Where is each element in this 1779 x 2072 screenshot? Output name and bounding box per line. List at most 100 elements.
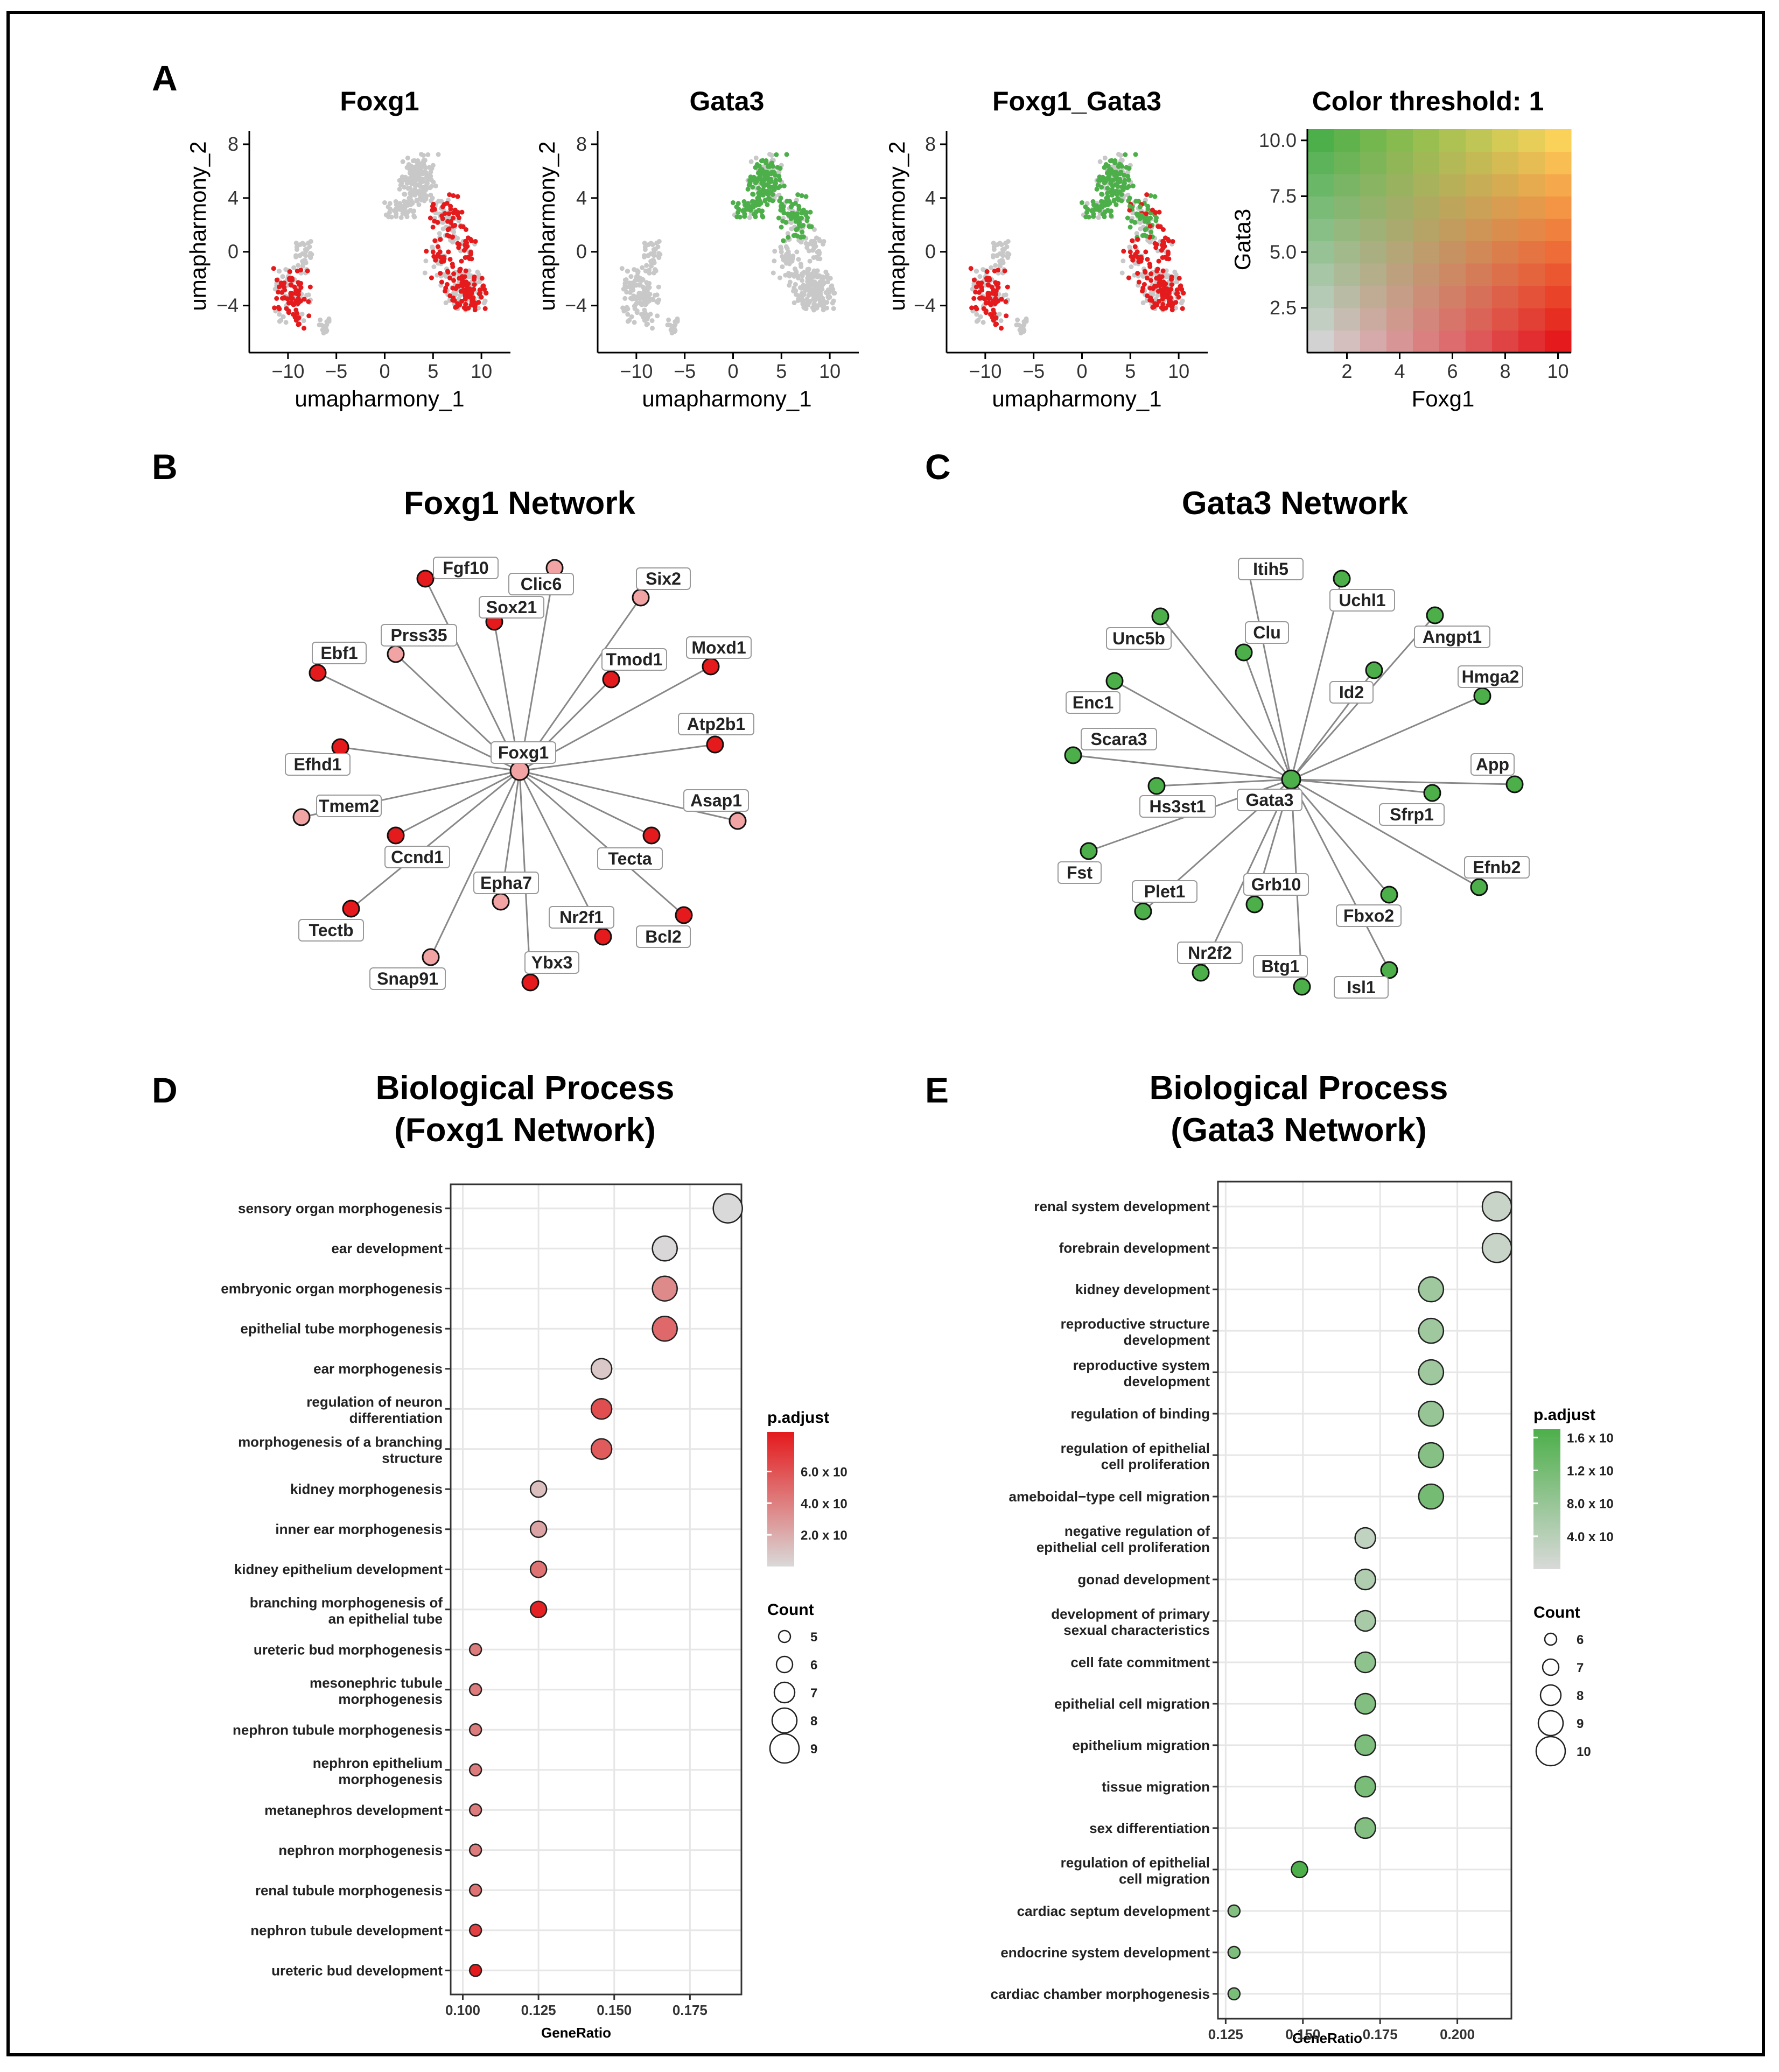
network-node-label-box [312,642,367,664]
x-tick-label: 0 [379,360,390,382]
heatmap-cell [1439,263,1466,286]
network-node-label-box [636,925,691,948]
umap-cell-point [825,293,831,299]
umap-cell-point [277,306,282,312]
umap-cell-point [798,262,803,267]
umap-cell-point [1140,285,1146,291]
umap-cell-point [276,269,282,274]
network-node [1293,978,1311,996]
panel-label-c: C [925,447,951,487]
network-node-label: Sfrp1 [1390,805,1434,824]
network-node-label-box [1081,728,1157,750]
y-category-label: forebrain development [1059,1240,1210,1256]
umap-cell-point [1126,177,1131,182]
umap-cell-point [454,304,459,310]
umap-cell-point [1105,186,1110,191]
network-center-node [509,761,530,781]
umap-cell-point [747,215,752,220]
umap-cell-point [417,192,422,197]
umap-cell-point [999,326,1004,331]
umap-cell-point [734,204,739,209]
heatmap-cell [1545,263,1572,286]
heatmap-cell [1307,219,1334,241]
heatmap-cell [1360,330,1387,353]
umap-cell-point [472,300,477,305]
umap-cell-point [795,226,800,231]
umap-cell-point [451,215,456,221]
umap-cell-point [748,159,754,164]
umap-cell-point [804,284,810,289]
network-node-label: Nr2f2 [1188,943,1232,963]
network-node [342,900,360,918]
umap-cell-point [1180,298,1185,304]
heatmap-cell [1413,151,1440,174]
umap-cell-point [1119,164,1124,169]
network-node [632,588,650,607]
heatmap-cell [1466,241,1493,264]
umap-cell-point [296,315,302,320]
umap-cell-point [393,199,398,204]
umap-cell-point [326,318,332,323]
network-node-label: Tecta [608,849,652,868]
umap-cell-point [814,305,820,311]
umap-cell-point [290,296,295,301]
umap-cell-point [408,163,414,168]
umap-cell-point [1169,277,1174,282]
legend-size-circle [773,1681,796,1704]
legend-size-label: 10 [1577,1745,1591,1759]
network-node-label-box [686,636,752,659]
umap-cell-point [297,253,303,258]
umap-cell-point [1108,209,1113,214]
umap-cell-point [771,270,776,276]
umap-cell-point [1125,215,1130,221]
umap-cell-point [1135,271,1140,276]
umap-cell-point [974,312,979,317]
network-node-label-box [549,906,614,929]
legend-size-circle [769,1733,800,1764]
umap-cell-point [758,172,763,178]
umap-cell-point [1180,306,1185,311]
heatmap-cell [1307,196,1334,219]
umap-cell-point [1181,290,1186,296]
umap-ylabel: umapharmony_2 [534,141,559,311]
heatmap-cell [1307,129,1334,152]
umap-cell-point [440,204,445,209]
dot-point [1418,1317,1445,1344]
umap-cell-point [825,279,831,285]
umap-cell-point [788,204,794,209]
umap-cell-point [642,307,647,313]
network-node [1365,661,1383,679]
y-category-label: sensory organ morphogenesis [238,1200,443,1217]
y-category-label: reproductive system [1073,1357,1210,1373]
umap-cell-point [1157,209,1162,215]
y-category-label: cardiac septum development [1017,1903,1210,1919]
y-category-label: ear development [331,1240,443,1256]
umap-cell-point [410,168,416,174]
umap-cell-point [1004,244,1010,249]
y-category-label: cell migration [1119,1871,1210,1887]
umap-cell-point [985,291,991,296]
panel-label-b: B [152,447,178,487]
network-edge [1243,652,1292,780]
umap-cell-point [291,312,296,317]
y-category-label: nephron tubule morphogenesis [233,1722,443,1738]
umap-cell-point [799,234,804,240]
umap-cell-point [778,207,783,213]
y-category-label: renal system development [1034,1198,1210,1214]
umap-cell-point [647,298,652,304]
y-tick-label: 4 [925,187,936,209]
network-node-label: Scara3 [1091,729,1147,749]
umap-cell-point [296,263,301,268]
umap-cell-point [277,312,282,317]
umap-cell-point [768,179,774,184]
legend-colorbar-label: 1.2 x 10 [1567,1464,1614,1478]
umap-cell-point [997,241,1003,246]
umap-cell-point [807,258,813,264]
y-category-label: endocrine system development [1000,1944,1210,1961]
umap-cell-point [482,306,488,311]
umap-cell-point [1124,165,1129,170]
legend-color-title: p.adjust [1533,1406,1595,1424]
network-node [702,657,720,676]
umap-cell-point [774,152,779,157]
heatmap-cell [1334,241,1361,264]
